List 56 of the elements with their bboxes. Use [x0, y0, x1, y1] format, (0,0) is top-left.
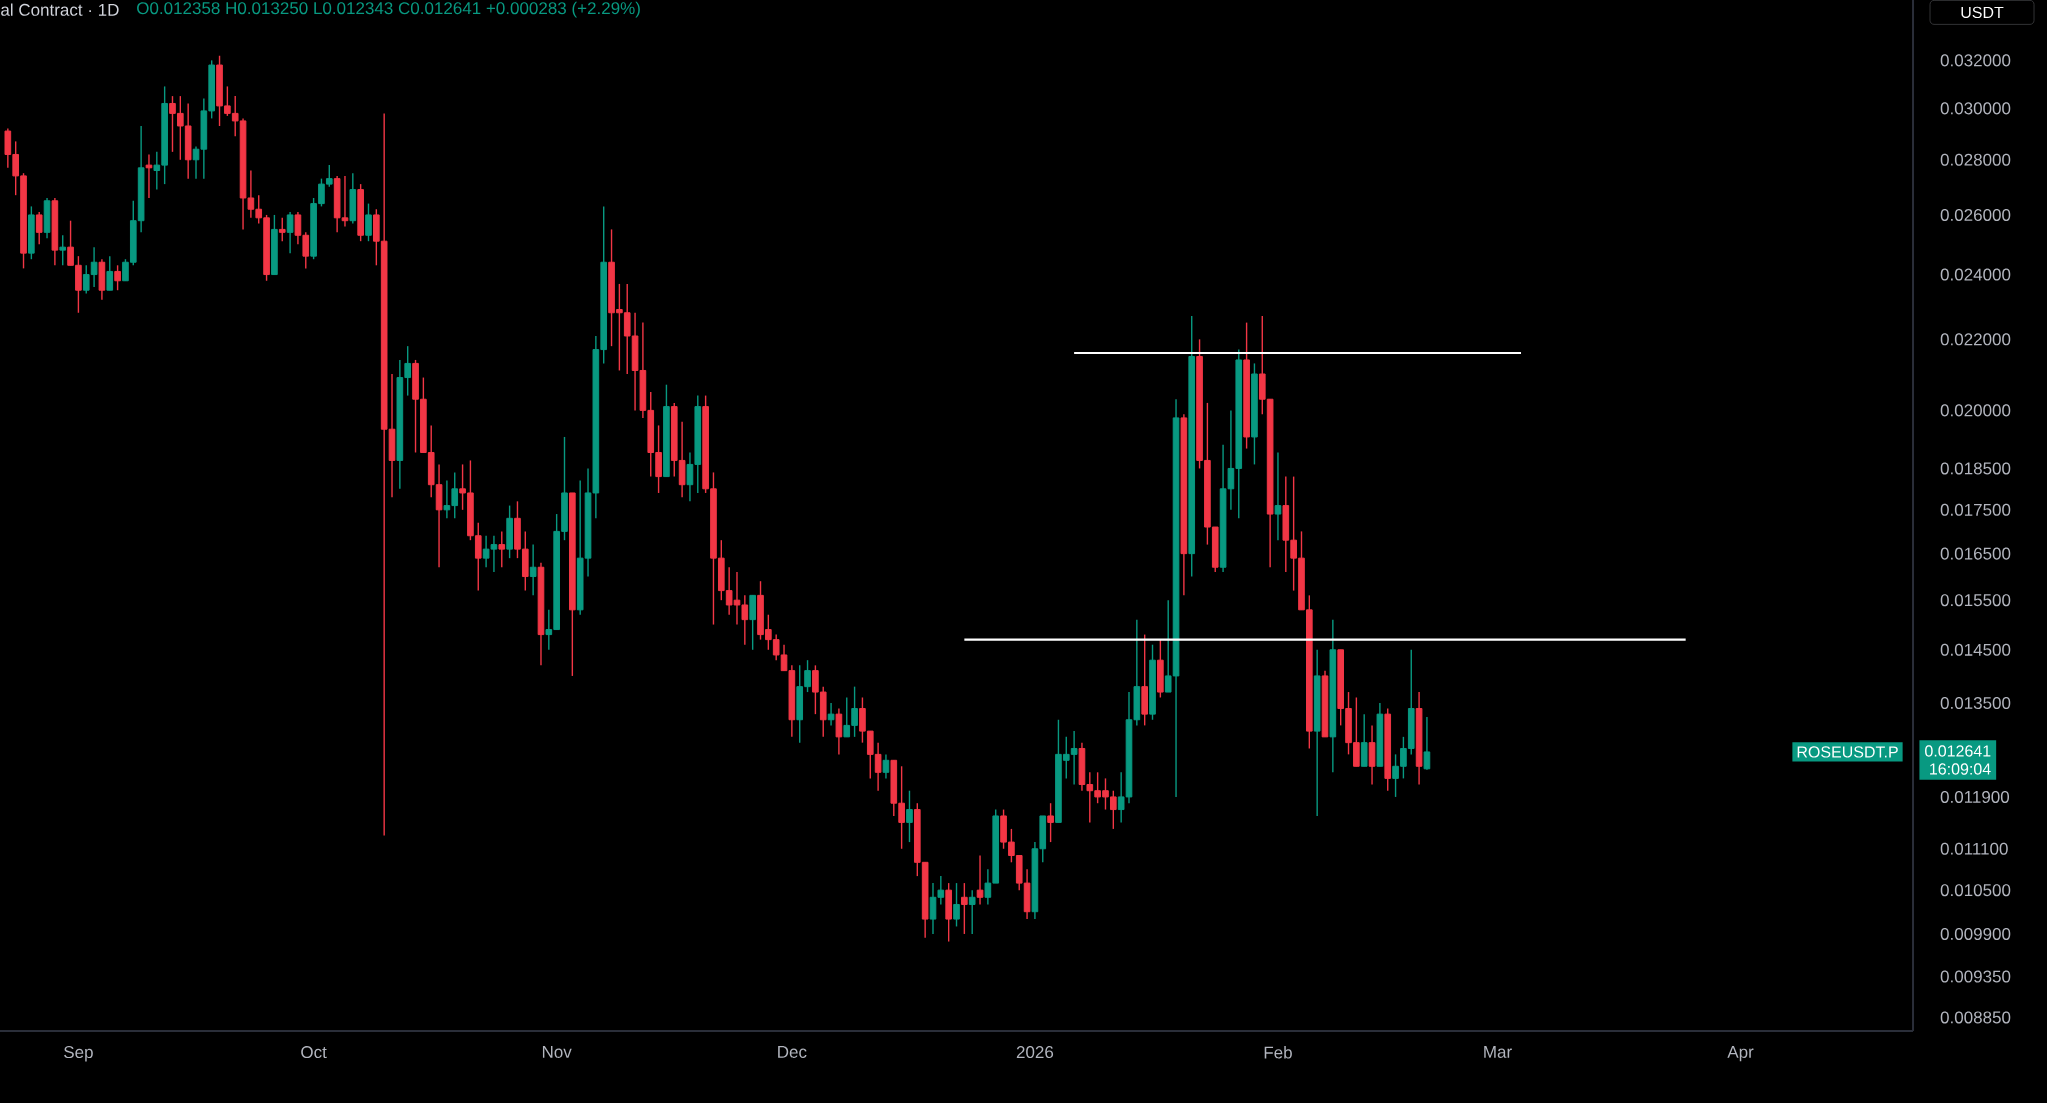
candlestick — [1423, 716, 1431, 771]
candlestick — [968, 889, 976, 935]
y-tick-label: 0.028000 — [1940, 153, 2011, 166]
x-tick-label: Oct — [301, 1046, 327, 1059]
candlestick — [114, 264, 121, 291]
candlestick — [365, 202, 372, 242]
candlestick — [1274, 451, 1282, 541]
y-tick-label: 0.030000 — [1940, 102, 2011, 115]
y-tick-label: 0.024000 — [1940, 268, 2011, 281]
y-tick-label: 0.014500 — [1940, 643, 2011, 656]
y-tick-label: 0.013500 — [1940, 696, 2011, 709]
candlestick — [906, 790, 913, 843]
y-tick-label: 0.022000 — [1940, 333, 2011, 346]
candlestick — [1368, 724, 1376, 786]
y-tick-label: 0.016500 — [1940, 547, 2011, 560]
y-tick-label: 0.032000 — [1940, 54, 2011, 67]
x-tick-label: 2026 — [1016, 1046, 1054, 1059]
x-tick-label: Nov — [542, 1046, 572, 1058]
candlestick — [953, 882, 960, 928]
y-tick-label: 0.009350 — [1940, 970, 2011, 983]
text: 0.012641 — [1925, 745, 1991, 757]
candlestick — [835, 707, 843, 756]
candlestick — [882, 753, 890, 780]
x-tick-label: Sep — [64, 1046, 93, 1062]
y-tick-label: 0.008850 — [1940, 1011, 2011, 1024]
y-tick-label: 0.015500 — [1940, 594, 2011, 607]
y-tick-label: 0.026000 — [1940, 208, 2011, 221]
candlestick — [106, 255, 114, 291]
y-tick-label: 0.010500 — [1940, 884, 2011, 897]
y-axis-title: USDT — [1961, 6, 2004, 19]
candlestick — [961, 882, 968, 935]
candlestick — [278, 217, 286, 242]
y-tick-label: 0.011900 — [1940, 790, 2010, 803]
y-tick-label: 0.018500 — [1940, 462, 2011, 475]
candlestick — [1360, 713, 1368, 767]
candlestick — [145, 153, 153, 199]
x-tick-label: Mar — [1484, 1046, 1512, 1058]
x-tick-label: Dec — [778, 1046, 807, 1058]
annotation: ROSEUSDT.P — [1797, 746, 1898, 758]
y-tick-label: 0.017500 — [1940, 503, 2011, 516]
chart-subtitle: O0.012358 H0.013250 L0.012343 C0.012641 +0.000283 (+2.29%) — [137, 1, 640, 18]
candlestick — [286, 211, 294, 254]
candlestick — [59, 234, 67, 266]
candlestick — [529, 543, 537, 597]
x-tick-label: Feb — [1264, 1046, 1292, 1059]
chart-title: al Contract · 1D — [1, 3, 119, 16]
candlestick — [498, 530, 506, 568]
y-tick-label: 0.011100 — [1940, 842, 2008, 855]
candlestick — [35, 211, 43, 245]
y-tick-label: 0.009900 — [1940, 927, 2011, 940]
candlestick — [827, 702, 835, 727]
candlestick — [1047, 802, 1054, 843]
y-tick-label: 0.020000 — [1940, 404, 2011, 417]
text: 16:09:04 — [1930, 763, 1991, 775]
candlestick — [976, 854, 984, 906]
x-tick-label: Apr — [1727, 1046, 1754, 1062]
